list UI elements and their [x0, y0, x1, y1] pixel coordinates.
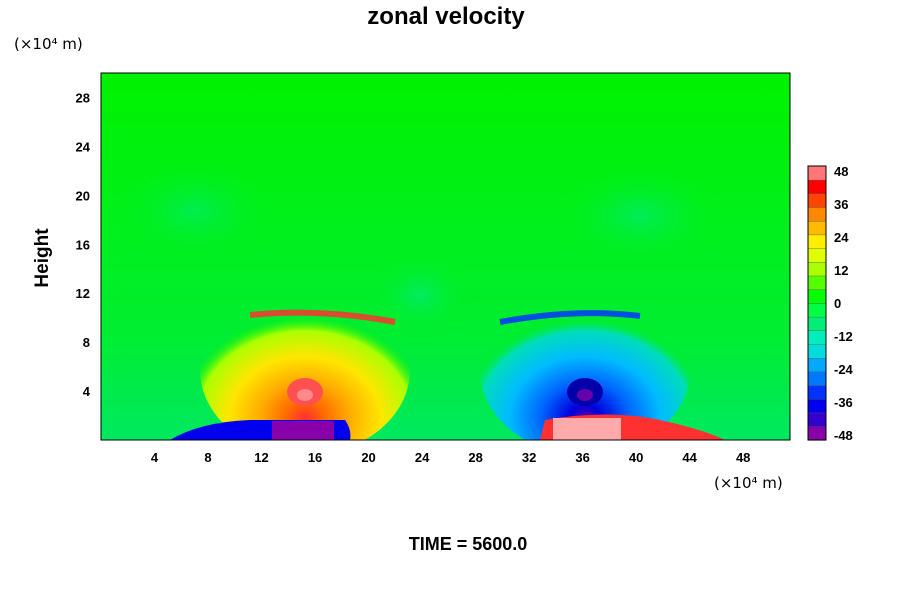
x-tick-label: 16: [308, 450, 322, 465]
y-tick-label: 20: [76, 188, 90, 203]
colorbar: [807, 165, 827, 441]
colorbar-segment: [807, 289, 827, 304]
colorbar-tick-label: -48: [834, 428, 853, 443]
heatmap-field: [101, 73, 790, 440]
upper-shear-negative: [499, 310, 641, 325]
colorbar-segment: [807, 371, 827, 386]
colorbar-segment: [807, 179, 827, 194]
colorbar-tick-label: 48: [834, 164, 848, 179]
colorbar-segment: [807, 426, 827, 441]
negative-core-min: [577, 389, 593, 401]
colorbar-segment: [807, 247, 827, 263]
colorbar-segment: [807, 275, 827, 290]
y-tick-labels: 4 8 12 16 20 24 28: [76, 90, 91, 399]
surface-negative-core: [272, 421, 334, 440]
colorbar-tick-label: 0: [834, 296, 841, 311]
positive-core-region: [200, 285, 410, 440]
negative-core-region: [480, 285, 690, 440]
y-tick-label: 12: [76, 286, 90, 301]
surface-positive-core: [553, 418, 621, 440]
y-tick-label: 4: [83, 384, 91, 399]
x-tick-label: 28: [468, 450, 482, 465]
x-tick-labels: 4 8 12 16 20 24 28 32 36 40 44 48: [151, 450, 751, 465]
colorbar-tick-label: 24: [834, 230, 849, 245]
x-tick-label: 36: [575, 450, 589, 465]
colorbar-segment: [807, 193, 827, 208]
x-tick-label: 48: [736, 450, 750, 465]
x-tick-label: 44: [682, 450, 697, 465]
chart-title: zonal velocity: [367, 3, 525, 30]
colorbar-segment: [807, 343, 827, 359]
y-tick-label: 24: [76, 139, 91, 154]
x-unit-label: (×10⁴ m): [714, 474, 783, 492]
x-tick-label: 20: [361, 450, 375, 465]
colorbar-segment: [807, 398, 827, 414]
colorbar-segment: [807, 206, 827, 222]
x-tick-label: 40: [629, 450, 643, 465]
colorbar-frame: [807, 165, 827, 441]
y-axis-label: Height: [32, 228, 53, 288]
colorbar-tick-labels: 48 36 24 12 0 -12 -24 -36 -48: [834, 164, 854, 443]
colorbar-segment: [807, 412, 827, 427]
colorbar-tick-label: -12: [834, 329, 853, 344]
y-tick-label: 16: [76, 237, 90, 252]
colorbar-segment: [807, 165, 827, 181]
colorbar-tick-label: 36: [834, 197, 848, 212]
colorbar-segment: [807, 385, 827, 400]
y-tick-label: 28: [76, 90, 90, 105]
colorbar-segment: [807, 220, 827, 236]
x-tick-label: 32: [522, 450, 536, 465]
colorbar-segment: [807, 234, 827, 249]
x-tick-label: 24: [415, 450, 430, 465]
colorbar-segment: [807, 357, 827, 373]
x-tick-label: 12: [254, 450, 268, 465]
haze-center: [365, 250, 475, 340]
colorbar-segment: [807, 302, 827, 318]
y-unit-label: (×10⁴ m): [14, 35, 83, 53]
x-tick-label: 8: [204, 450, 211, 465]
colorbar-segment: [807, 261, 827, 277]
plot-frame: [100, 72, 791, 441]
x-tick-label: 4: [151, 450, 159, 465]
positive-core-max: [297, 389, 313, 401]
colorbar-tick-label: 12: [834, 263, 848, 278]
upper-shear-positive: [249, 309, 396, 325]
time-label: TIME = 5600.0: [409, 534, 528, 554]
haze-right: [550, 160, 730, 270]
colorbar-tick-label: -36: [834, 395, 853, 410]
haze-left: [105, 155, 285, 265]
colorbar-segment: [807, 316, 827, 332]
colorbar-segment: [807, 330, 827, 345]
colorbar-tick-label: -24: [834, 362, 854, 377]
y-tick-label: 8: [83, 335, 90, 350]
